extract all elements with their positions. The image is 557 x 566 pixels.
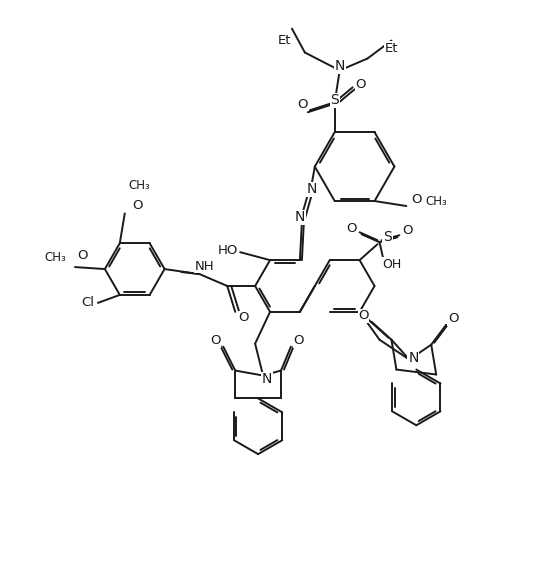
Text: CH₃: CH₃ bbox=[426, 195, 447, 208]
Text: N: N bbox=[295, 211, 305, 224]
Text: HO: HO bbox=[218, 244, 238, 257]
Text: O: O bbox=[402, 224, 413, 237]
Text: S: S bbox=[383, 230, 392, 245]
Text: N: N bbox=[262, 372, 272, 387]
Text: O: O bbox=[210, 334, 221, 347]
Text: Et: Et bbox=[278, 34, 292, 47]
Text: N: N bbox=[307, 182, 317, 196]
Text: O: O bbox=[294, 334, 304, 347]
Text: O: O bbox=[297, 98, 308, 111]
Text: O: O bbox=[448, 312, 458, 325]
Text: NH: NH bbox=[194, 260, 214, 273]
Text: Cl: Cl bbox=[81, 297, 95, 310]
Text: S: S bbox=[330, 93, 339, 108]
Text: O: O bbox=[355, 78, 366, 91]
Text: CH₃: CH₃ bbox=[44, 251, 66, 264]
Text: N: N bbox=[335, 59, 345, 74]
Text: O: O bbox=[238, 311, 248, 324]
Text: O: O bbox=[358, 309, 369, 322]
Text: Et: Et bbox=[385, 42, 398, 55]
Text: O: O bbox=[133, 199, 143, 212]
Text: N: N bbox=[408, 350, 418, 365]
Text: CH₃: CH₃ bbox=[129, 179, 150, 192]
Text: O: O bbox=[346, 222, 357, 235]
Text: OH: OH bbox=[382, 258, 401, 271]
Text: O: O bbox=[411, 192, 422, 205]
Text: O: O bbox=[78, 248, 88, 261]
